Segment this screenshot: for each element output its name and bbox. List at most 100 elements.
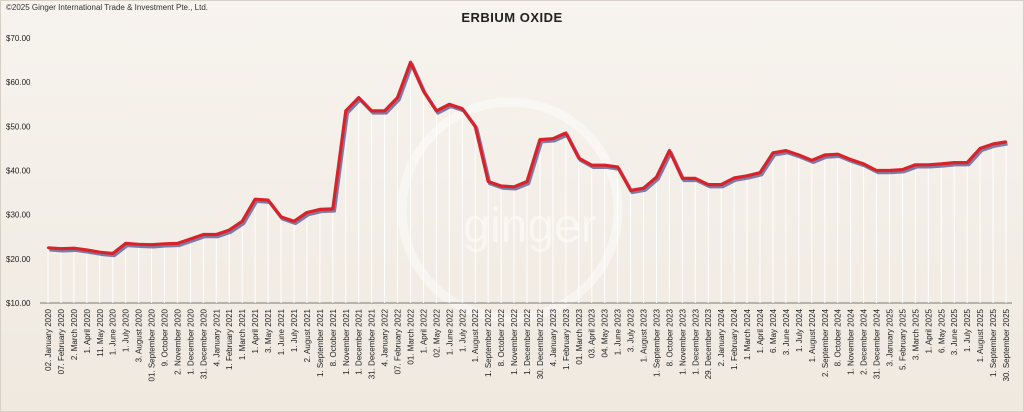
data-point — [512, 185, 516, 189]
x-tick-label: 1. July 2020 — [122, 308, 131, 352]
data-point — [305, 211, 309, 214]
x-tick-label: 2. November 2020 — [173, 308, 182, 374]
data-point — [150, 243, 153, 246]
x-tick-label: 1. September 2022 — [484, 308, 493, 377]
data-point — [331, 207, 335, 211]
data-point — [538, 138, 542, 141]
data-point — [383, 109, 386, 113]
data-point — [875, 169, 878, 172]
data-point — [564, 131, 568, 135]
data-point — [396, 96, 399, 99]
data-point — [98, 251, 101, 254]
x-tick-label: 8. October 2022 — [497, 308, 506, 366]
data-point — [965, 161, 969, 164]
data-point — [59, 247, 63, 250]
data-point — [745, 174, 749, 177]
x-tick-label: 1. June 2020 — [109, 308, 118, 355]
x-tick-label: 1. July 2025 — [963, 308, 972, 352]
x-tick-label: 31. December 2021 — [368, 308, 377, 379]
data-point — [409, 61, 412, 64]
y-tick-label: $10.00 — [6, 299, 31, 308]
data-point — [927, 163, 930, 166]
x-tick-label: 1. June 2023 — [614, 308, 623, 355]
data-point — [694, 177, 697, 180]
x-tick-label: 1. November 2023 — [678, 308, 687, 374]
x-tick-label: 1. June 2022 — [445, 308, 454, 355]
x-tick-label: 1. February 2023 — [562, 308, 571, 369]
data-point — [810, 159, 814, 162]
data-point — [590, 164, 593, 167]
x-tick-label: 8. October 2024 — [834, 308, 843, 366]
data-point — [189, 237, 192, 241]
x-tick-label: 1. July 2024 — [795, 308, 804, 352]
data-point — [991, 142, 995, 146]
data-point — [318, 208, 322, 211]
data-point — [266, 198, 270, 202]
data-point — [344, 109, 347, 113]
data-point — [124, 242, 127, 245]
x-tick-label: 1. December 2020 — [186, 308, 195, 374]
x-tick-label: 1. February 2021 — [225, 308, 234, 369]
x-tick-label: 1. April 2024 — [756, 308, 765, 353]
x-tick-label: 1. September 2025 — [989, 308, 998, 377]
data-point — [862, 162, 865, 166]
data-point — [46, 246, 50, 249]
data-point — [823, 153, 826, 157]
y-tick-label: $40.00 — [6, 167, 31, 176]
x-axis: 02. January 2020 07. February 2020 2. Marc… — [44, 308, 1011, 381]
x-tick-label: 1. August 2024 — [808, 308, 817, 362]
data-point — [72, 247, 76, 250]
x-tick-label: 1. August 2022 — [471, 308, 480, 362]
x-tick-label: 8. October 2023 — [665, 308, 674, 366]
x-tick-label: 6. May 2024 — [769, 308, 778, 353]
y-tick-label: $60.00 — [6, 78, 31, 87]
x-tick-label: 1. September 2023 — [652, 308, 661, 377]
data-point — [901, 168, 904, 171]
data-point — [642, 186, 645, 190]
data-point — [370, 109, 373, 113]
x-tick-label: 1. March 2021 — [238, 308, 247, 360]
x-tick-label: 1. April 2020 — [83, 308, 92, 353]
x-tick-label: 3. July 2023 — [627, 308, 636, 352]
data-point — [836, 152, 839, 156]
x-tick-label: 11. May 2020 — [96, 308, 105, 356]
chart-title: ERBIUM OXIDE — [461, 10, 563, 25]
x-tick-label: 30. September 2025 — [1002, 308, 1011, 381]
data-point — [279, 215, 283, 219]
data-point — [732, 176, 736, 180]
x-tick-label: 3. May 2021 — [264, 308, 273, 353]
series-line — [46, 60, 1008, 258]
x-tick-label: 01. March 2022 — [406, 308, 415, 364]
x-tick-label: 1. November 2022 — [510, 308, 519, 374]
y-tick-label: $50.00 — [6, 122, 31, 131]
watermark-text: ginger — [463, 200, 596, 253]
data-point — [85, 248, 89, 252]
x-tick-label: 1. November 2024 — [847, 308, 856, 374]
data-point — [629, 189, 632, 192]
data-point — [202, 233, 205, 236]
x-tick-label: 2. September 2024 — [821, 308, 830, 377]
x-tick-label: 8. October 2021 — [329, 308, 338, 366]
data-point — [655, 175, 658, 179]
data-point — [448, 103, 451, 106]
x-tick-label: 1. July 2021 — [290, 308, 299, 352]
x-tick-label: 2. August 2021 — [303, 308, 312, 362]
data-point — [228, 228, 231, 232]
data-point — [461, 107, 464, 110]
y-axis: $10.00 $20.00 $30.00 $40.00 $50.00 $60.00 $70.… — [6, 34, 1012, 308]
x-tick-label: 3. June 2024 — [782, 308, 791, 355]
data-point — [525, 180, 529, 183]
x-tick-label: 3. June 2025 — [950, 308, 959, 355]
data-point — [797, 153, 801, 157]
data-point — [681, 177, 684, 180]
y-tick-label: $20.00 — [6, 255, 31, 264]
data-point — [240, 220, 244, 223]
data-point — [292, 220, 296, 223]
x-tick-label: 07. February 2020 — [57, 308, 66, 374]
data-point — [616, 165, 619, 169]
x-tick-label: 3. August 2020 — [135, 308, 144, 362]
data-point — [953, 161, 956, 164]
data-point — [422, 89, 425, 93]
